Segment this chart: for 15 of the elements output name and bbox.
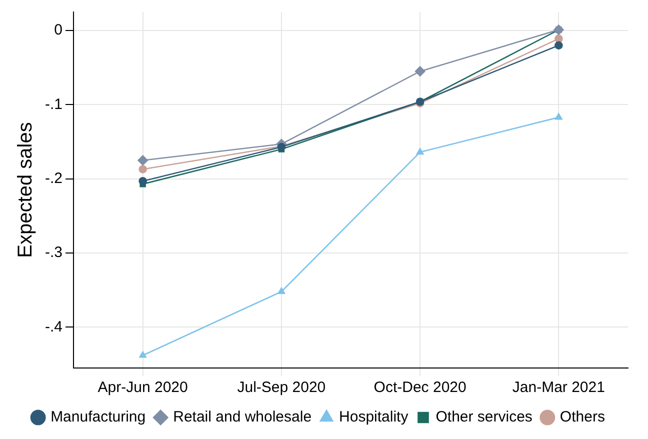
x-tick-label: Apr-Jun 2020 bbox=[98, 379, 188, 396]
y-tick-label: -.2 bbox=[44, 170, 63, 188]
y-tick-label: 0 bbox=[54, 22, 63, 39]
x-tick-label: Jan-Mar 2021 bbox=[512, 379, 605, 396]
legend-label: Hospitality bbox=[339, 408, 409, 426]
x-tick-label: Oct-Dec 2020 bbox=[374, 379, 466, 396]
legend-label: Others bbox=[560, 408, 605, 426]
y-tick-label: -.4 bbox=[44, 318, 63, 336]
y-axis-title: Expected sales bbox=[14, 122, 37, 258]
y-tick-label: -.3 bbox=[44, 244, 63, 262]
legend-label: Other services bbox=[436, 408, 532, 426]
legend-label: Retail and wholesale bbox=[173, 408, 312, 426]
legend-label: Manufacturing bbox=[50, 408, 146, 426]
x-tick-label: Jul-Sep 2020 bbox=[237, 379, 326, 396]
y-tick-label: -.1 bbox=[44, 96, 63, 113]
